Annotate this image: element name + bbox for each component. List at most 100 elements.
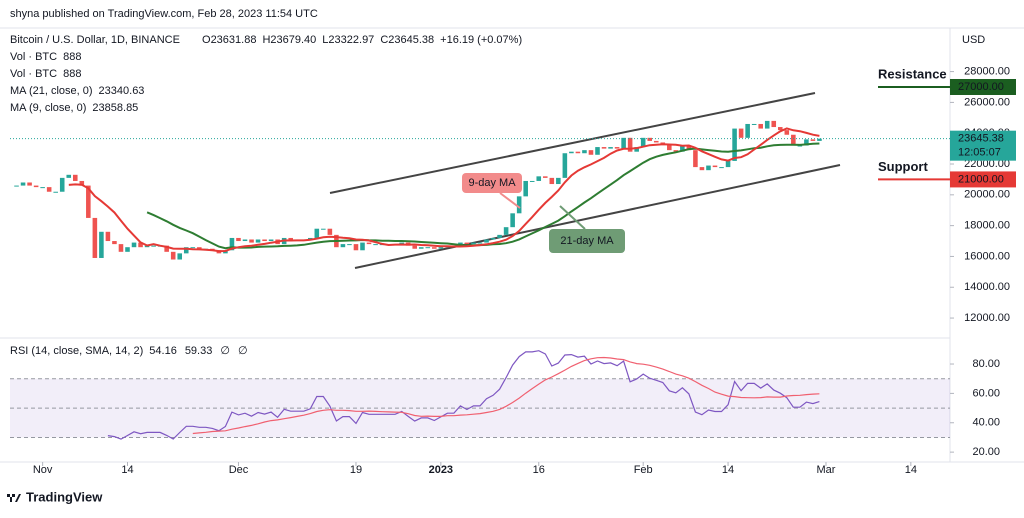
y-tick-label: 16000.00 — [964, 250, 1010, 262]
candle — [667, 143, 672, 151]
candle — [27, 182, 32, 186]
candle — [66, 174, 72, 178]
candle — [138, 242, 143, 248]
candle — [33, 185, 39, 188]
level-tag — [950, 171, 1016, 188]
candle — [751, 123, 757, 125]
rsi-sma — [192, 356, 820, 435]
candle — [484, 239, 489, 243]
candle — [614, 147, 620, 149]
candle — [764, 120, 770, 129]
x-tick-label: Feb — [634, 464, 653, 476]
candle — [438, 247, 444, 249]
level-name: Support — [878, 159, 928, 174]
rsi-value: ∅ — [220, 345, 230, 357]
x-tick-label: 14 — [722, 464, 734, 476]
y-tick-label: 12000.00 — [964, 312, 1010, 324]
channel-lower — [354, 164, 841, 269]
x-tick-label: 16 — [533, 464, 545, 476]
currency: USD — [962, 34, 985, 46]
candle — [399, 242, 404, 245]
level-label: 27000.00 — [958, 81, 1004, 93]
last-price-tag — [950, 130, 1016, 161]
y-tick-label: 28000.00 — [964, 65, 1010, 77]
x-tick-label: 14 — [905, 464, 917, 476]
candle — [490, 237, 496, 240]
candle — [477, 242, 483, 244]
candle — [693, 150, 698, 168]
candle — [608, 147, 613, 149]
candle — [373, 244, 378, 246]
candle — [562, 153, 568, 178]
y-tick-label: 20.00 — [972, 446, 1000, 458]
level-name: Resistance — [878, 66, 947, 81]
annotation-box — [549, 229, 625, 253]
candle — [262, 239, 267, 242]
study-name: Vol · BTC — [10, 68, 57, 80]
byline: shyna published on TradingView.com, Feb … — [10, 8, 318, 20]
candle — [653, 140, 659, 143]
ohlc-value: 23631.88 — [211, 34, 257, 46]
candle — [164, 245, 169, 252]
candle — [640, 137, 646, 148]
x-tick-label: 2023 — [429, 464, 453, 476]
candle — [105, 231, 111, 242]
candle — [340, 244, 346, 248]
level-label: 21000.00 — [958, 173, 1004, 185]
candle — [621, 137, 626, 149]
study-name: Vol · BTC — [10, 51, 57, 63]
candle — [784, 130, 790, 135]
candle — [366, 242, 372, 245]
last-price: 23645.38 — [958, 133, 1004, 145]
y-tick-label: 18000.00 — [964, 220, 1010, 232]
candle — [529, 180, 535, 182]
candle — [125, 247, 130, 252]
candle — [673, 150, 679, 152]
candle — [347, 244, 352, 246]
candle — [549, 177, 555, 185]
candle — [432, 247, 437, 249]
ohlc-value: 23679.40 — [270, 34, 316, 46]
y-tick-label: 60.00 — [972, 387, 1000, 399]
candle — [510, 213, 515, 228]
candle — [314, 228, 320, 238]
ohlc-key: L — [322, 34, 328, 46]
candle — [634, 147, 639, 152]
candle — [242, 239, 248, 242]
candle — [20, 182, 26, 186]
study-value: 888 — [63, 51, 81, 63]
candle — [542, 176, 548, 178]
candle — [706, 165, 711, 171]
candle — [112, 241, 117, 245]
candle — [14, 185, 19, 187]
candle — [268, 239, 274, 242]
candle — [680, 145, 685, 152]
candle — [464, 242, 470, 245]
candle — [771, 120, 777, 128]
ohlc-value: +16.19 (+0.07%) — [440, 34, 522, 46]
candle — [118, 244, 124, 252]
study-name: MA (9, close, 0) — [10, 102, 86, 114]
candle — [699, 167, 705, 171]
rsi-line — [107, 350, 820, 440]
candle — [190, 247, 196, 249]
candle — [686, 145, 692, 151]
annotation: 9-day MA — [468, 177, 516, 189]
candle — [588, 150, 594, 155]
x-tick-label: 14 — [121, 464, 133, 476]
candle — [288, 237, 293, 240]
candle — [131, 242, 137, 248]
candle — [86, 185, 91, 218]
candle — [725, 160, 731, 168]
candle — [40, 187, 45, 189]
candle — [177, 253, 183, 260]
candle — [59, 177, 65, 192]
candle — [170, 251, 176, 260]
candle — [732, 128, 737, 161]
candle — [595, 147, 600, 155]
logo — [7, 494, 21, 502]
candle — [307, 237, 313, 240]
annotation: 21-day MA — [560, 235, 614, 247]
candle — [536, 176, 542, 181]
